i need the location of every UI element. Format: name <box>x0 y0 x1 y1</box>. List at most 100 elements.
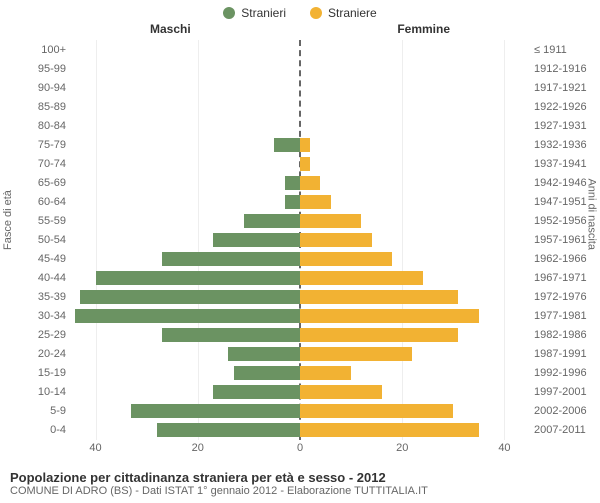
x-axis: 402002040 <box>70 440 530 466</box>
bar-female <box>300 366 351 380</box>
bar-male <box>234 366 300 380</box>
x-tick: 20 <box>192 442 204 454</box>
header-female: Femmine <box>397 22 450 36</box>
bar-male <box>213 233 300 247</box>
age-label: 45-49 <box>22 253 66 265</box>
bar-male <box>157 423 300 437</box>
age-label: 100+ <box>22 44 66 56</box>
birth-year-label: 1972-1976 <box>534 291 594 303</box>
age-label: 30-34 <box>22 310 66 322</box>
population-pyramid-chart: Stranieri Straniere Maschi Femmine Fasce… <box>0 0 600 500</box>
age-label: 95-99 <box>22 63 66 75</box>
pyramid-row: 60-641947-1951 <box>70 192 530 211</box>
pyramid-row: 5-92002-2006 <box>70 401 530 420</box>
age-label: 75-79 <box>22 139 66 151</box>
pyramid-row: 45-491962-1966 <box>70 249 530 268</box>
bar-female <box>300 233 372 247</box>
legend-item-female: Straniere <box>310 6 377 20</box>
legend-dot-female <box>310 7 322 19</box>
x-tick: 0 <box>297 442 303 454</box>
age-label: 70-74 <box>22 158 66 170</box>
pyramid-row: 85-891922-1926 <box>70 97 530 116</box>
chart-subtitle: COMUNE DI ADRO (BS) - Dati ISTAT 1° genn… <box>0 485 600 503</box>
age-label: 10-14 <box>22 386 66 398</box>
birth-year-label: 1947-1951 <box>534 196 594 208</box>
birth-year-label: 1927-1931 <box>534 120 594 132</box>
bar-female <box>300 385 382 399</box>
birth-year-label: 1957-1961 <box>534 234 594 246</box>
birth-year-label: 1912-1916 <box>534 63 594 75</box>
birth-year-label: 2002-2006 <box>534 405 594 417</box>
birth-year-label: ≤ 1911 <box>534 44 594 56</box>
birth-year-label: 1997-2001 <box>534 386 594 398</box>
column-headers: Maschi Femmine <box>0 22 600 40</box>
bar-male <box>162 328 300 342</box>
birth-year-label: 1952-1956 <box>534 215 594 227</box>
age-label: 65-69 <box>22 177 66 189</box>
bar-male <box>285 195 300 209</box>
pyramid-row: 10-141997-2001 <box>70 382 530 401</box>
birth-year-label: 1977-1981 <box>534 310 594 322</box>
legend-item-male: Stranieri <box>223 6 286 20</box>
birth-year-label: 1987-1991 <box>534 348 594 360</box>
bar-male <box>213 385 300 399</box>
bar-female <box>300 195 331 209</box>
birth-year-label: 1982-1986 <box>534 329 594 341</box>
age-label: 20-24 <box>22 348 66 360</box>
y-axis-left-title: Fasce di età <box>2 190 14 250</box>
bar-female <box>300 423 479 437</box>
bar-female <box>300 347 412 361</box>
bar-female <box>300 404 453 418</box>
age-label: 50-54 <box>22 234 66 246</box>
chart-title: Popolazione per cittadinanza straniera p… <box>0 466 600 485</box>
pyramid-row: 65-691942-1946 <box>70 173 530 192</box>
bar-male <box>131 404 300 418</box>
bar-male <box>75 309 300 323</box>
age-label: 90-94 <box>22 82 66 94</box>
pyramid-row: 90-941917-1921 <box>70 78 530 97</box>
age-label: 80-84 <box>22 120 66 132</box>
age-label: 60-64 <box>22 196 66 208</box>
legend-label-female: Straniere <box>328 6 377 20</box>
pyramid-row: 35-391972-1976 <box>70 287 530 306</box>
bar-male <box>274 138 300 152</box>
legend-dot-male <box>223 7 235 19</box>
birth-year-label: 1967-1971 <box>534 272 594 284</box>
pyramid-row: 55-591952-1956 <box>70 211 530 230</box>
plot-area: 100+≤ 191195-991912-191690-941917-192185… <box>70 40 530 440</box>
pyramid-row: 100+≤ 1911 <box>70 40 530 59</box>
bar-female <box>300 176 320 190</box>
birth-year-label: 1917-1921 <box>534 82 594 94</box>
bar-female <box>300 309 479 323</box>
x-tick: 40 <box>498 442 510 454</box>
bar-female <box>300 252 392 266</box>
age-label: 35-39 <box>22 291 66 303</box>
pyramid-row: 80-841927-1931 <box>70 116 530 135</box>
age-label: 55-59 <box>22 215 66 227</box>
bar-female <box>300 290 458 304</box>
bar-female <box>300 214 361 228</box>
header-male: Maschi <box>150 22 191 36</box>
bar-male <box>285 176 300 190</box>
pyramid-row: 75-791932-1936 <box>70 135 530 154</box>
legend-label-male: Stranieri <box>241 6 286 20</box>
pyramid-row: 15-191992-1996 <box>70 363 530 382</box>
pyramid-row: 20-241987-1991 <box>70 344 530 363</box>
age-label: 0-4 <box>22 424 66 436</box>
birth-year-label: 1937-1941 <box>534 158 594 170</box>
bar-male <box>80 290 300 304</box>
age-label: 85-89 <box>22 101 66 113</box>
pyramid-row: 40-441967-1971 <box>70 268 530 287</box>
age-label: 40-44 <box>22 272 66 284</box>
bar-male <box>96 271 300 285</box>
pyramid-row: 50-541957-1961 <box>70 230 530 249</box>
pyramid-row: 30-341977-1981 <box>70 306 530 325</box>
pyramid-row: 0-42007-2011 <box>70 420 530 439</box>
pyramid-row: 70-741937-1941 <box>70 154 530 173</box>
birth-year-label: 1932-1936 <box>534 139 594 151</box>
bar-female <box>300 271 423 285</box>
birth-year-label: 1942-1946 <box>534 177 594 189</box>
birth-year-label: 1922-1926 <box>534 101 594 113</box>
age-label: 15-19 <box>22 367 66 379</box>
bar-female <box>300 138 310 152</box>
